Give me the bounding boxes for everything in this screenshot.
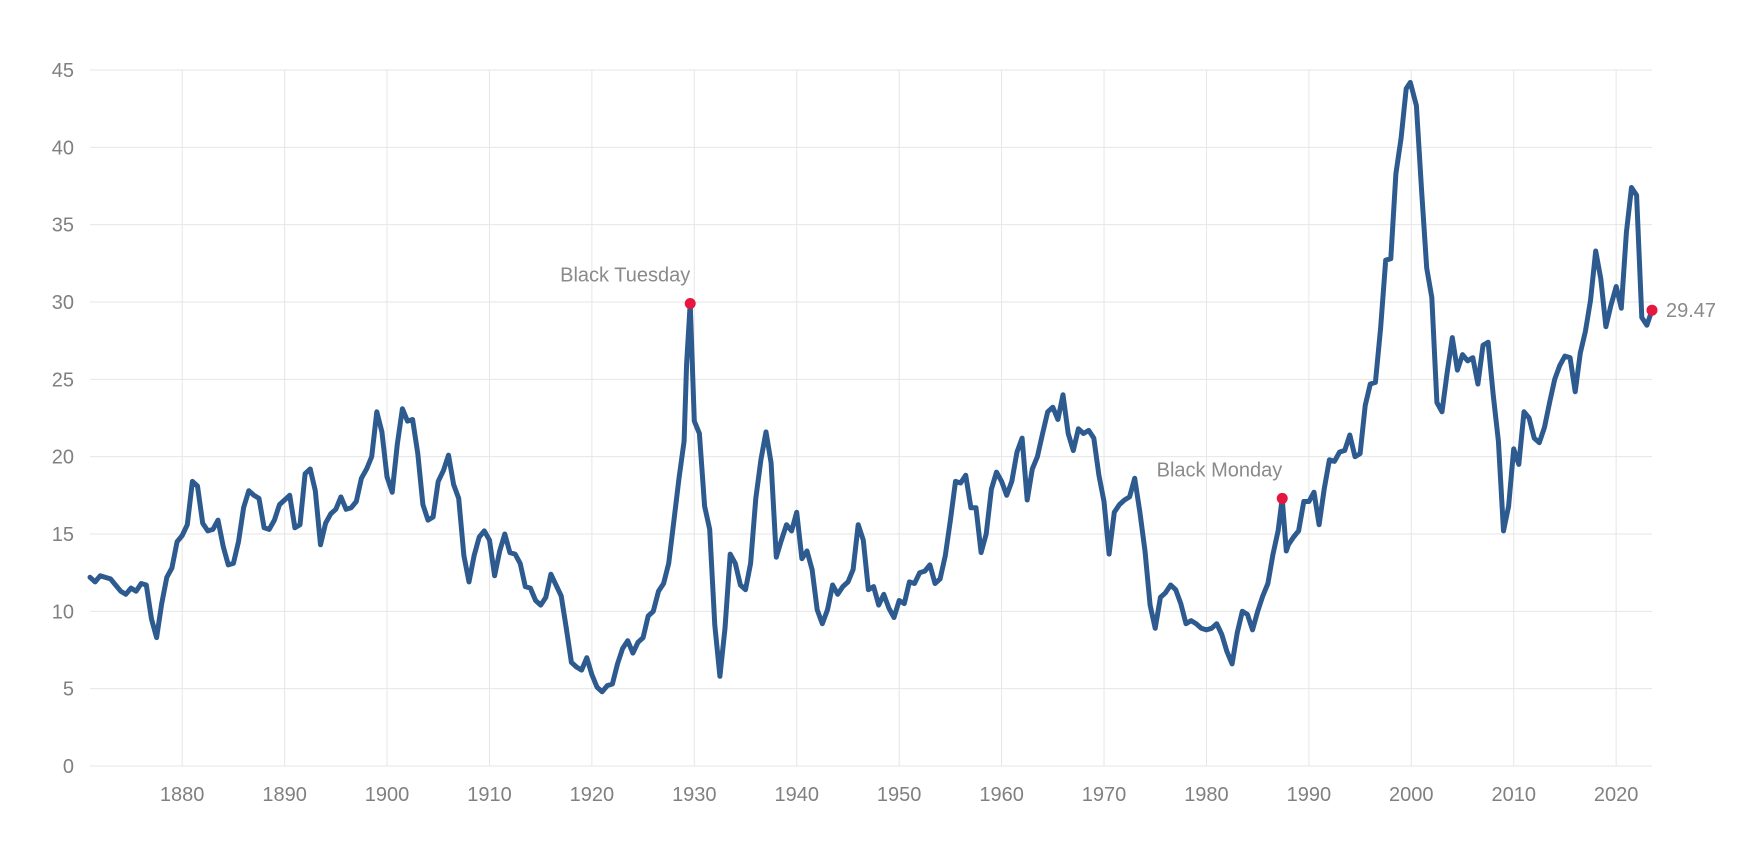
annotation-label: 29.47 — [1666, 300, 1716, 322]
y-tick-label: 25 — [52, 369, 74, 391]
x-tick-label: 1980 — [1184, 784, 1229, 806]
annotations: Black Tuesday Black Monday 29.47 — [560, 265, 1716, 504]
y-tick-label: 45 — [52, 60, 74, 82]
y-axis: 0 5 10 15 20 25 30 35 40 45 — [52, 60, 74, 778]
x-tick-label: 2010 — [1491, 784, 1536, 806]
y-tick-label: 10 — [52, 601, 74, 623]
x-tick-label: 1930 — [672, 784, 717, 806]
x-tick-label: 1990 — [1287, 784, 1332, 806]
highlight-point — [1276, 492, 1288, 504]
y-tick-label: 30 — [52, 292, 74, 314]
highlight-point — [1646, 304, 1658, 316]
annotation-label: Black Monday — [1157, 459, 1283, 481]
x-tick-label: 1940 — [774, 784, 819, 806]
y-tick-label: 20 — [52, 447, 74, 469]
x-tick-label: 1950 — [877, 784, 922, 806]
y-tick-label: 35 — [52, 215, 74, 237]
y-tick-label: 5 — [63, 679, 74, 701]
x-tick-label: 1890 — [262, 784, 307, 806]
x-tick-label: 1970 — [1082, 784, 1127, 806]
y-tick-label: 15 — [52, 524, 74, 546]
highlight-point — [684, 298, 696, 310]
y-tick-label: 0 — [63, 756, 74, 778]
x-tick-label: 2020 — [1594, 784, 1639, 806]
x-tick-label: 2000 — [1389, 784, 1434, 806]
x-axis: 1880 1890 1900 1910 1920 1930 1940 1950 1960 1970… — [160, 784, 1638, 806]
x-tick-label: 1900 — [365, 784, 410, 806]
series-line — [87, 79, 1655, 695]
grid — [90, 69, 1652, 767]
y-tick-label: 40 — [52, 137, 74, 159]
x-tick-label: 1920 — [570, 784, 615, 806]
series-area — [87, 79, 1655, 695]
x-tick-label: 1910 — [467, 784, 512, 806]
annotation-label: Black Tuesday — [560, 265, 690, 287]
x-tick-label: 1960 — [979, 784, 1024, 806]
x-tick-label: 1880 — [160, 784, 205, 806]
